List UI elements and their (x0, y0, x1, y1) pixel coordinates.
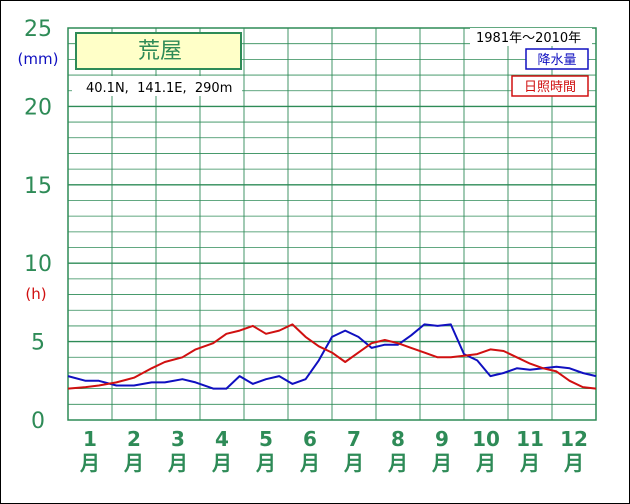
series-lines (67, 323, 597, 390)
x-tick-label: 11 (516, 427, 544, 451)
x-tick-label: 12 (560, 427, 588, 451)
x-tick-unit: 月 (343, 451, 364, 475)
coords-bg (72, 76, 242, 96)
station-coords: 40.1N, 141.1E, 290m (86, 81, 232, 96)
x-tick-unit: 月 (123, 451, 144, 475)
x-tick-unit: 月 (387, 451, 408, 475)
x-tick-unit: 月 (299, 451, 320, 475)
x-tick-unit: 月 (475, 451, 496, 475)
legend-sunshine-box (511, 75, 589, 97)
legend-precip-label: 降水量 (537, 53, 576, 68)
y-tick-label: 10 (24, 252, 52, 277)
x-tick-label: 5 (259, 427, 273, 451)
y-axis: 0 5 10 15 20 25 (24, 17, 52, 434)
x-tick-label: 7 (347, 427, 361, 451)
y-tick-label: 25 (24, 17, 52, 42)
x-tick-label: 10 (472, 427, 500, 451)
x-tick-unit: 月 (431, 451, 452, 475)
x-tick-unit: 月 (211, 451, 232, 475)
x-tick-unit: 月 (167, 451, 188, 475)
x-tick-label: 3 (171, 427, 185, 451)
station-name-box (75, 32, 242, 70)
unit-precip: (mm) (18, 50, 59, 68)
x-tick-label: 1 (83, 427, 97, 451)
x-tick-label: 6 (303, 427, 317, 451)
x-tick-unit: 月 (519, 451, 540, 475)
period-label: 1981年〜2010年 (476, 31, 581, 46)
unit-sunshine: (h) (25, 285, 46, 303)
x-tick-label: 8 (391, 427, 405, 451)
x-tick-unit: 月 (79, 451, 100, 475)
x-tick-label: 9 (435, 427, 449, 451)
series-precip-line (67, 323, 597, 390)
x-tick-label: 2 (127, 427, 141, 451)
legend-sunshine-label: 日照時間 (524, 80, 576, 95)
period-bg (470, 28, 592, 46)
y-tick-label: 15 (24, 174, 52, 199)
x-tick-unit: 月 (255, 451, 276, 475)
x-tick-unit: 月 (563, 451, 584, 475)
y-tick-label: 0 (31, 409, 45, 434)
series-sunshine-line (67, 323, 597, 390)
y-tick-label: 20 (24, 95, 52, 120)
y-tick-label: 5 (31, 331, 45, 356)
legend-precip-box (525, 48, 589, 70)
x-tick-label: 4 (215, 427, 229, 451)
station-name: 荒屋 (138, 39, 182, 64)
